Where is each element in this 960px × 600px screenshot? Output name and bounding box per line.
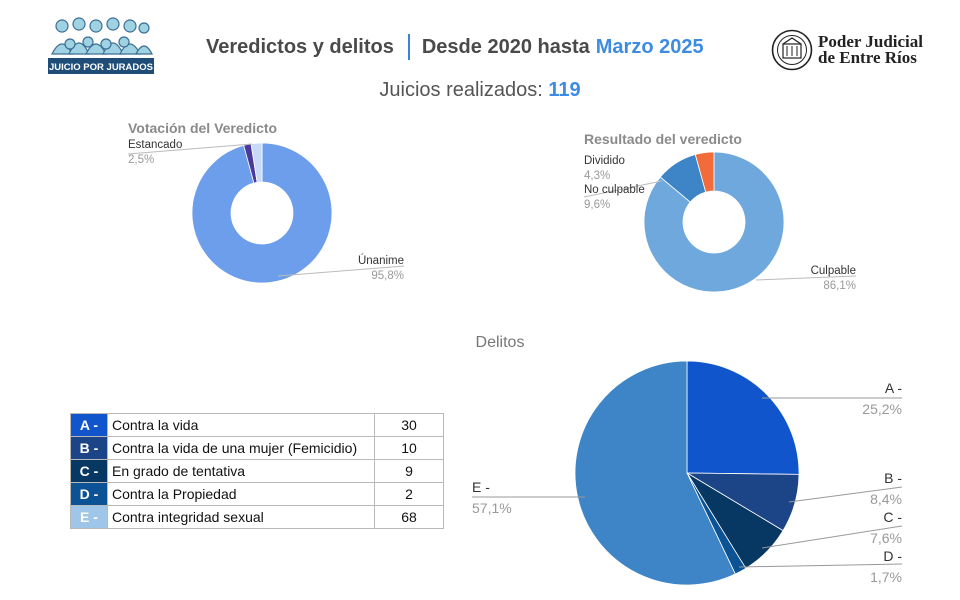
crime-code: D - <box>70 482 108 506</box>
vote-leader-unanimous <box>277 265 405 277</box>
crime-code: E - <box>70 505 108 529</box>
result-pct-guilty: 86,1% <box>823 280 856 292</box>
crime-count: 30 <box>374 413 444 437</box>
vote-slice-0 <box>191 142 333 284</box>
crimes-table: A - Contra la vida 30 B - Contra la vida… <box>70 413 444 529</box>
result-slice-2 <box>694 151 715 193</box>
judicial-seal-icon <box>771 29 813 71</box>
table-row: D - Contra la Propiedad 2 <box>70 482 444 506</box>
crimes-leader-b <box>788 486 903 503</box>
crime-label: Contra integridad sexual <box>107 505 375 529</box>
result-label-guilty: Culpable <box>811 265 856 277</box>
vote-label-unanimous: Únanime <box>358 254 404 267</box>
result-label-notguilty: No culpable <box>584 184 645 196</box>
crime-code: B - <box>70 436 108 460</box>
vote-label-stalemate: Estancado <box>128 139 182 151</box>
crimes-pct-c: 7,6% <box>870 530 902 546</box>
crime-label: En grado de tentativa <box>107 459 375 483</box>
crimes-slice-0 <box>686 360 800 475</box>
crimes-label-a: A - <box>885 380 902 396</box>
crime-label: Contra la Propiedad <box>107 482 375 506</box>
vote-pct-unanimous: 95,8% <box>371 270 404 282</box>
result-pct-divided: 4,3% <box>584 170 610 182</box>
poder-judicial-logo: Poder Judicial de Entre Ríos <box>771 29 931 73</box>
result-leader-notguilty <box>583 180 663 198</box>
crimes-pct-e: 57,1% <box>472 500 512 516</box>
trials-count: 119 <box>548 79 581 101</box>
title-highlight: Marzo 2025 <box>595 35 704 58</box>
crimes-slice-4 <box>574 360 736 586</box>
table-row: B - Contra la vida de una mujer (Femicid… <box>70 436 444 460</box>
juicio-por-jurados-logo: JUICIO POR JURADOS <box>48 14 154 76</box>
title-separator <box>407 34 410 60</box>
result-label-divided: Dividido <box>584 155 625 167</box>
crime-count: 9 <box>374 459 444 483</box>
crimes-label-b: B - <box>884 470 902 486</box>
title-main: Veredictos y delitos <box>206 35 394 58</box>
result-leader-guilty <box>755 275 857 281</box>
crime-code: C - <box>70 459 108 483</box>
table-row: A - Contra la vida 30 <box>70 413 444 437</box>
crime-count: 10 <box>374 436 444 460</box>
logo-left-text: JUICIO POR JURADOS <box>49 62 153 73</box>
title-range: Desde 2020 hasta <box>421 35 590 58</box>
trials-label: Juicios realizados: <box>379 79 543 101</box>
table-row: E - Contra integridad sexual 68 <box>70 505 444 529</box>
result-chart-title: Resultado del veredicto <box>584 131 742 147</box>
crimes-leader-c <box>761 525 903 549</box>
crimes-label-e: E - <box>472 479 490 495</box>
crimes-label-c: C - <box>883 509 902 525</box>
result-pct-notguilty: 9,6% <box>584 199 610 211</box>
crime-count: 68 <box>374 505 444 529</box>
crimes-pct-d: 1,7% <box>870 569 902 585</box>
trials-summary: Juicios realizados: 119 <box>0 79 960 102</box>
crimes-pct-a: 25,2% <box>862 401 902 417</box>
page-title: Veredictos y delitos Desde 2020 hasta Ma… <box>206 32 704 62</box>
vote-chart-title: Votación del Veredicto <box>128 120 277 136</box>
crimes-label-d: D - <box>883 548 902 564</box>
vote-pct-stalemate: 2,5% <box>128 154 154 166</box>
crimes-pct-b: 8,4% <box>870 491 902 507</box>
logo-right-line2: de Entre Ríos <box>818 48 917 67</box>
logo-right-line1: Poder Judicial <box>818 32 923 51</box>
crimes-chart-title: Delitos <box>476 334 525 351</box>
crime-label: Contra la vida <box>107 413 375 437</box>
vote-leader-stalemate <box>127 143 253 155</box>
crimes-leader-d <box>738 563 903 568</box>
crime-count: 2 <box>374 482 444 506</box>
vote-slice-2 <box>250 142 263 183</box>
crime-label: Contra la vida de una mujer (Femicidio) <box>107 436 375 460</box>
crime-code: A - <box>70 413 108 437</box>
table-row: C - En grado de tentativa 9 <box>70 459 444 483</box>
result-slice-0 <box>643 151 785 293</box>
